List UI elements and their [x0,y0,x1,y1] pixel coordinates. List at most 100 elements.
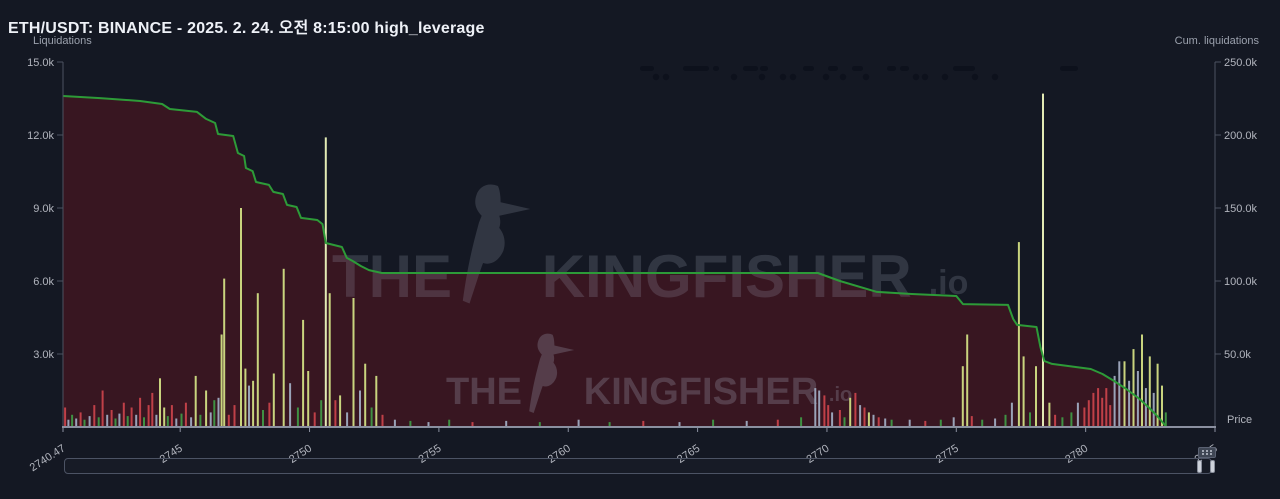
redacted-dot [912,73,920,81]
liquidation-bar [126,416,129,427]
redacted-dash [640,66,654,71]
liquidation-bar [307,371,310,427]
liquidation-bar [205,390,208,427]
liquidation-bar [867,412,870,427]
liquidation-bar [831,412,834,427]
liquidation-bar [163,407,166,427]
liquidation-bar [1054,414,1057,427]
liquidation-bar [843,417,846,427]
redacted-dash [953,66,975,71]
liquidation-bar [859,405,862,427]
liquidation-bar [1136,371,1139,427]
liquidation-bar [884,418,887,427]
redacted-dash [683,66,709,71]
liquidation-bar [93,405,96,427]
x-axis-tick-label: 2740.47 [28,442,68,474]
liquidation-bar [608,422,611,427]
liquidation-bar [1132,349,1135,427]
liquidation-bar [1010,402,1013,427]
liquidation-bar [256,293,259,427]
liquidation-bar [1092,392,1095,427]
liquidation-bar [190,417,193,427]
liquidation-bar [712,419,715,427]
liquidation-bar [471,422,474,427]
liquidation-bar [110,410,113,427]
liquidation-bar [1035,366,1037,427]
liquidation-bar [155,414,158,427]
liquidation-bar [1152,392,1155,427]
watermark-top: THE KINGFISHER .io [332,184,968,310]
liquidation-bar [1061,417,1064,427]
liquidation-bar [79,412,82,427]
liquidation-bar [88,416,91,427]
liquidation-bar [939,419,942,427]
liquidation-bar [67,419,70,427]
liquidation-bar [393,419,396,427]
left-axis-tick-label: 9.0k [33,203,54,215]
liquidation-bar [1087,400,1090,427]
liquidation-bar [1076,402,1079,427]
liquidation-bar [1161,385,1163,427]
svg-text:KINGFISHER: KINGFISHER [584,371,818,413]
liquidation-bar [213,400,216,427]
right-axis-tick-label: 150.0k [1224,203,1258,215]
liquidation-bar [151,392,154,427]
kingfisher-bird-icon [462,184,531,304]
redacted-dash [713,66,719,71]
liquidation-bar [64,407,67,427]
liquidation-bar [83,419,86,427]
liquidation-bar [143,417,145,427]
price-axis-caption: Price [1227,414,1253,426]
liquidation-bar [223,278,226,427]
liquidation-bar [1048,402,1051,427]
liquidation-bar [908,419,911,427]
liquidation-bar [1118,361,1121,427]
watermark-bottom: THE KINGFISHER .io [446,333,852,413]
liquidation-bar [170,405,173,427]
liquidation-bar [1141,334,1143,427]
liquidation-bar [175,418,178,427]
liquidation-bar [272,373,275,427]
liquidation-bar [1113,375,1116,427]
liquidation-bar [262,410,264,427]
left-axis-tick-label: 12.0k [27,130,54,142]
liquidation-bar [339,395,342,427]
right-axis-tick-label: 200.0k [1224,130,1258,142]
svg-text:THE: THE [446,371,522,413]
left-axis-tick-label: 15.0k [27,57,54,69]
liquidation-bar [122,402,125,427]
redacted-dot [991,73,999,81]
liquidation-bar [159,378,161,427]
redacted-dot [822,73,830,81]
liquidation-bar [1148,356,1151,427]
range-scrollbar-track[interactable] [64,458,1212,474]
drag-handle-dots-icon[interactable] [1198,447,1216,458]
liquidation-bar [220,334,223,427]
redacted-legend-marks [640,66,1078,81]
range-scrollbar-left-grip[interactable] [1197,460,1202,473]
liquidation-bar [823,395,826,427]
liquidation-bar [289,383,292,427]
liquidation-bar [227,414,230,427]
liquidation-bar [924,420,927,427]
liquidation-bar [994,418,997,427]
liquidation-bar [375,375,378,427]
right-axis-tick-label: 50.0k [1224,349,1251,361]
right-axis-tick-label: 100.0k [1224,276,1258,288]
liquidation-bar [1070,412,1073,427]
liquidation-bar [877,417,880,427]
liquidation-bar [745,420,748,427]
liquidation-bar [1105,388,1108,427]
liquidation-bar [890,419,893,427]
range-scrollbar-right-grip[interactable] [1210,460,1215,473]
liquidation-bar [209,412,212,427]
liquidation-bar [1128,380,1131,427]
liquidation-bar [814,388,817,427]
redacted-dot [921,73,929,81]
redacted-dot [839,73,847,81]
liquidation-bar [118,413,121,427]
liquidation-bar [302,319,305,427]
redacted-dash [803,66,814,71]
